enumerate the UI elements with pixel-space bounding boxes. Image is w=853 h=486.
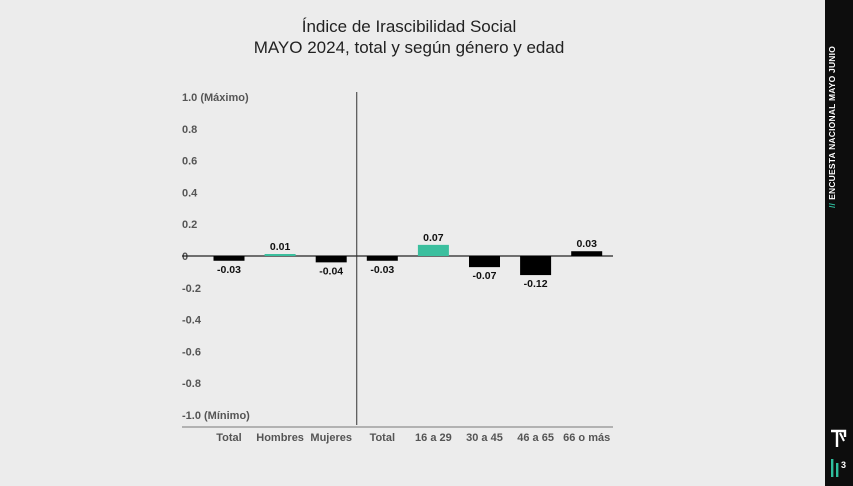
bar: [315, 256, 347, 263]
x-tick-label: 46 a 65: [517, 432, 554, 444]
y-tick-label: -0.4: [182, 315, 202, 327]
data-label: 0.03: [576, 238, 597, 250]
data-label: -0.12: [524, 278, 548, 290]
data-label: -0.03: [217, 264, 241, 276]
y-tick-label: 1.0 (Máximo): [182, 92, 249, 104]
bar: [417, 244, 449, 256]
bar: [571, 251, 603, 256]
logo-number: 3: [841, 460, 846, 470]
y-tick-label: 0: [182, 251, 188, 263]
data-label: -0.07: [473, 270, 497, 282]
data-label: 0.07: [423, 232, 444, 244]
x-tick-label: 30 a 45: [466, 432, 503, 444]
bar: [469, 256, 500, 268]
bar: [520, 256, 552, 276]
y-tick-label: 0.6: [182, 156, 197, 168]
y-tick-label: -1.0 (Mínimo): [182, 410, 250, 422]
bar: [366, 256, 398, 261]
sidebar: // ENCUESTA NACIONAL MAYO JUNIO 3: [825, 0, 853, 486]
x-tick-label: Total: [216, 432, 241, 444]
y-tick-label: 0.4: [182, 187, 198, 199]
sidebar-label: // ENCUESTA NACIONAL MAYO JUNIO: [827, 46, 837, 208]
y-tick-label: 0.2: [182, 219, 197, 231]
data-label: -0.04: [319, 265, 343, 277]
chart-subtitle: MAYO 2024, total y según género y edad: [253, 38, 565, 57]
sidebar-prefix: //: [827, 202, 837, 208]
x-tick-label: 16 a 29: [415, 432, 452, 444]
bar-chart: 1.0 (Máximo) 0.8 0.6 0.4 0.2 0 -0.2 -0.4 -0.6 -0.…: [182, 92, 613, 444]
y-tick-label: -0.8: [182, 378, 201, 390]
bar: [213, 256, 245, 261]
data-label: 0.01: [270, 241, 291, 253]
x-tick-label: 66 o más: [563, 432, 610, 444]
x-tick-label: Total: [370, 432, 395, 444]
chart-title-block: Índice de Irascibilidad Social MAYO 2024…: [0, 16, 818, 58]
brand-logo-icon: 3: [831, 429, 847, 477]
y-tick-label: 0.8: [182, 124, 197, 136]
bar: [264, 254, 296, 256]
x-tick-label: Mujeres: [310, 432, 352, 444]
sidebar-title: ENCUESTA NACIONAL MAYO JUNIO: [827, 45, 837, 200]
y-tick-label: -0.2: [182, 283, 201, 295]
x-tick-label: Hombres: [256, 432, 304, 444]
y-tick-label: -0.6: [182, 346, 201, 358]
chart-title: Índice de Irascibilidad Social: [301, 17, 517, 36]
data-label: -0.03: [370, 264, 394, 276]
